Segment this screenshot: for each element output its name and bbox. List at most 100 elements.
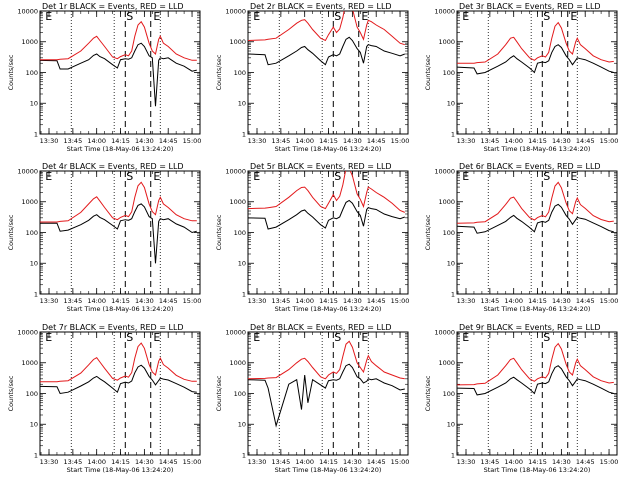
y-axis-label: Counts/sec <box>7 375 15 411</box>
y-tick-label: 100 <box>234 390 246 398</box>
events-series-line <box>457 44 614 75</box>
events-series-line <box>40 42 197 107</box>
x-tick-label: 15:00 <box>391 137 410 145</box>
x-axis-label: Start Time (18-May-06 13:24:20) <box>275 305 382 313</box>
x-tick-label: 14:30 <box>135 297 154 305</box>
y-tick-label: 1 <box>451 451 455 459</box>
x-axis-label: Start Time (18-May-06 13:24:20) <box>484 145 591 153</box>
x-axis-label: Start Time (18-May-06 13:24:20) <box>67 305 174 313</box>
panel-title: Det 5r BLACK = Events, RED = LLD <box>250 162 392 171</box>
y-tick-label: 10000 <box>434 7 455 15</box>
events-series-line <box>457 203 614 234</box>
x-tick-label: 14:45 <box>576 297 595 305</box>
x-tick-label: 14:15 <box>528 137 547 145</box>
x-tick-label: 15:00 <box>183 137 202 145</box>
y-tick-label: 10000 <box>434 167 455 175</box>
segment-marker: E <box>361 331 368 344</box>
panel-det-9: Det 9r BLACK = Events, RED = LLD 1 10 100 10… <box>424 323 618 474</box>
y-axis-label: Counts/sec <box>7 54 15 90</box>
panel-det-2: Det 2r BLACK = Events, RED = LLD 1 10 100 10… <box>215 2 409 153</box>
y-tick-label: 10 <box>238 100 246 108</box>
y-tick-label: 10000 <box>17 328 38 336</box>
y-tick-label: 1000 <box>438 359 455 367</box>
y-tick-label: 1 <box>34 130 38 138</box>
x-tick-label: 14:00 <box>504 458 523 466</box>
y-axis-label: Counts/sec <box>424 214 432 250</box>
x-tick-label: 14:45 <box>367 458 386 466</box>
panel-title: Det 2r BLACK = Events, RED = LLD <box>250 2 392 11</box>
segment-marker: S <box>334 10 341 23</box>
y-tick-label: 1 <box>242 130 246 138</box>
y-tick-label: 100 <box>26 229 38 237</box>
y-tick-label: 1 <box>451 130 455 138</box>
segment-marker: E <box>462 331 469 344</box>
x-tick-label: 14:00 <box>504 297 523 305</box>
x-tick-label: 15:00 <box>391 297 410 305</box>
segment-marker: E <box>361 170 368 183</box>
y-tick-label: 10 <box>30 100 38 108</box>
panel-det-5: Det 5r BLACK = Events, RED = LLD 1 10 100 10… <box>215 162 409 313</box>
x-tick-label: 14:30 <box>135 458 154 466</box>
x-tick-label: 13:45 <box>63 137 82 145</box>
y-tick-label: 1000 <box>229 198 246 206</box>
x-tick-label: 14:15 <box>319 137 338 145</box>
segment-marker: S <box>543 331 550 344</box>
lld-series-line <box>248 171 405 213</box>
y-tick-label: 1000 <box>229 359 246 367</box>
x-tick-label: 14:30 <box>343 458 362 466</box>
x-tick-label: 14:15 <box>319 458 338 466</box>
x-tick-label: 13:45 <box>480 458 499 466</box>
x-tick-label: 14:45 <box>576 458 595 466</box>
x-tick-label: 13:45 <box>271 458 290 466</box>
x-axis-label: Start Time (18-May-06 13:24:20) <box>484 466 591 474</box>
x-tick-label: 14:45 <box>159 297 178 305</box>
x-tick-label: 14:15 <box>528 458 547 466</box>
panel-det-3: Det 3r BLACK = Events, RED = LLD 1 10 100 10… <box>424 2 618 153</box>
x-tick-label: 14:00 <box>295 458 314 466</box>
x-tick-label: 13:45 <box>63 297 82 305</box>
x-tick-label: 13:30 <box>248 458 267 466</box>
y-tick-label: 100 <box>234 229 246 237</box>
plot-frame <box>456 331 618 456</box>
y-tick-label: 1 <box>242 451 246 459</box>
panel-title: Det 6r BLACK = Events, RED = LLD <box>459 162 601 171</box>
x-tick-label: 13:45 <box>271 137 290 145</box>
panel-det-6: Det 6r BLACK = Events, RED = LLD 1 10 100 10… <box>424 162 618 313</box>
x-tick-label: 14:30 <box>552 137 571 145</box>
x-tick-label: 15:00 <box>183 297 202 305</box>
lld-series-line <box>40 20 197 61</box>
x-tick-label: 14:30 <box>343 137 362 145</box>
x-tick-label: 13:45 <box>480 137 499 145</box>
x-tick-label: 14:45 <box>159 458 178 466</box>
lld-series-line <box>457 181 614 224</box>
y-tick-label: 10 <box>238 260 246 268</box>
y-tick-label: 10000 <box>225 7 246 15</box>
y-tick-label: 100 <box>443 229 455 237</box>
x-tick-label: 13:30 <box>248 137 267 145</box>
y-tick-label: 1000 <box>438 38 455 46</box>
x-tick-label: 13:30 <box>40 297 59 305</box>
panel-title: Det 8r BLACK = Events, RED = LLD <box>250 323 392 332</box>
plot-frame <box>39 170 201 295</box>
x-tick-label: 13:30 <box>457 458 476 466</box>
x-tick-label: 14:45 <box>576 137 595 145</box>
y-tick-label: 1 <box>451 290 455 298</box>
y-axis-label: Counts/sec <box>424 54 432 90</box>
lld-series-line <box>457 21 614 64</box>
x-axis-label: Start Time (18-May-06 13:24:20) <box>275 466 382 474</box>
y-axis-label: Counts/sec <box>215 375 223 411</box>
x-tick-label: 15:00 <box>600 458 619 466</box>
y-axis-label: Counts/sec <box>215 54 223 90</box>
segment-marker: S <box>126 10 133 23</box>
segment-marker: S <box>543 10 550 23</box>
events-series-line <box>248 363 405 428</box>
events-series-line <box>248 199 405 230</box>
panel-det-8: Det 8r BLACK = Events, RED = LLD 1 10 100 10… <box>215 323 409 474</box>
y-tick-label: 10000 <box>225 167 246 175</box>
y-tick-label: 1000 <box>21 359 38 367</box>
x-tick-label: 13:30 <box>457 297 476 305</box>
segment-marker: E <box>253 10 260 23</box>
x-axis-label: Start Time (18-May-06 13:24:20) <box>67 145 174 153</box>
y-tick-label: 10 <box>447 100 455 108</box>
